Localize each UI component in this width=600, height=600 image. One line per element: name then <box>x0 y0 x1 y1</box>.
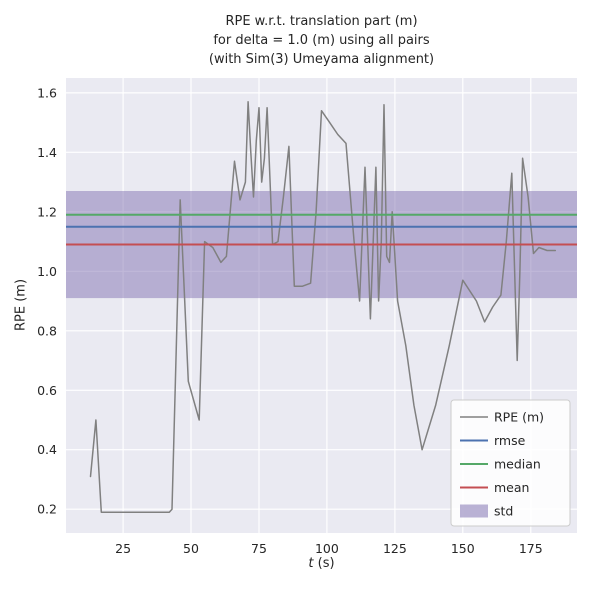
x-axis-label: t (s) <box>66 556 577 571</box>
x-tick-label: 50 <box>183 541 199 556</box>
x-tick-label: 100 <box>315 541 339 556</box>
y-tick-label: 0.2 <box>37 502 57 517</box>
title-line-2: for delta = 1.0 (m) using all pairs <box>213 33 430 48</box>
chart-title: RPE w.r.t. translation part (m) for delt… <box>66 12 577 69</box>
x-tick-label: 175 <box>519 541 543 556</box>
legend-label-4: std <box>494 504 513 519</box>
title-line-1: RPE w.r.t. translation part (m) <box>225 14 418 29</box>
x-tick-label: 25 <box>115 541 131 556</box>
y-tick-label: 0.4 <box>37 442 57 457</box>
y-tick-label: 1.2 <box>37 204 57 219</box>
y-tick-label: 1.4 <box>37 145 57 160</box>
legend-label-0: RPE (m) <box>494 410 544 425</box>
legend: RPE (m) rmse median mean std <box>450 399 571 527</box>
y-tick-label: 0.6 <box>37 383 57 398</box>
legend-sample-4 <box>460 504 488 518</box>
title-line-3: (with Sim(3) Umeyama alignment) <box>208 52 435 67</box>
x-tick-label: 75 <box>251 541 267 556</box>
legend-label-1: rmse <box>494 433 526 448</box>
y-tick-label: 0.8 <box>37 323 57 338</box>
x-axis-label-math: t <box>308 556 314 571</box>
y-tick-label: 1.0 <box>37 264 57 279</box>
rpe-line <box>89 101 557 513</box>
y-tick-label: 1.6 <box>37 85 57 100</box>
x-axis-label-rest: (s) <box>313 556 335 571</box>
legend-box <box>450 399 571 527</box>
x-tick-label: 125 <box>383 541 407 556</box>
legend-label-2: median <box>494 457 541 472</box>
y-axis-label: RPE (m) <box>13 278 29 332</box>
x-tick-label: 150 <box>451 541 475 556</box>
legend-label-3: mean <box>494 480 529 495</box>
